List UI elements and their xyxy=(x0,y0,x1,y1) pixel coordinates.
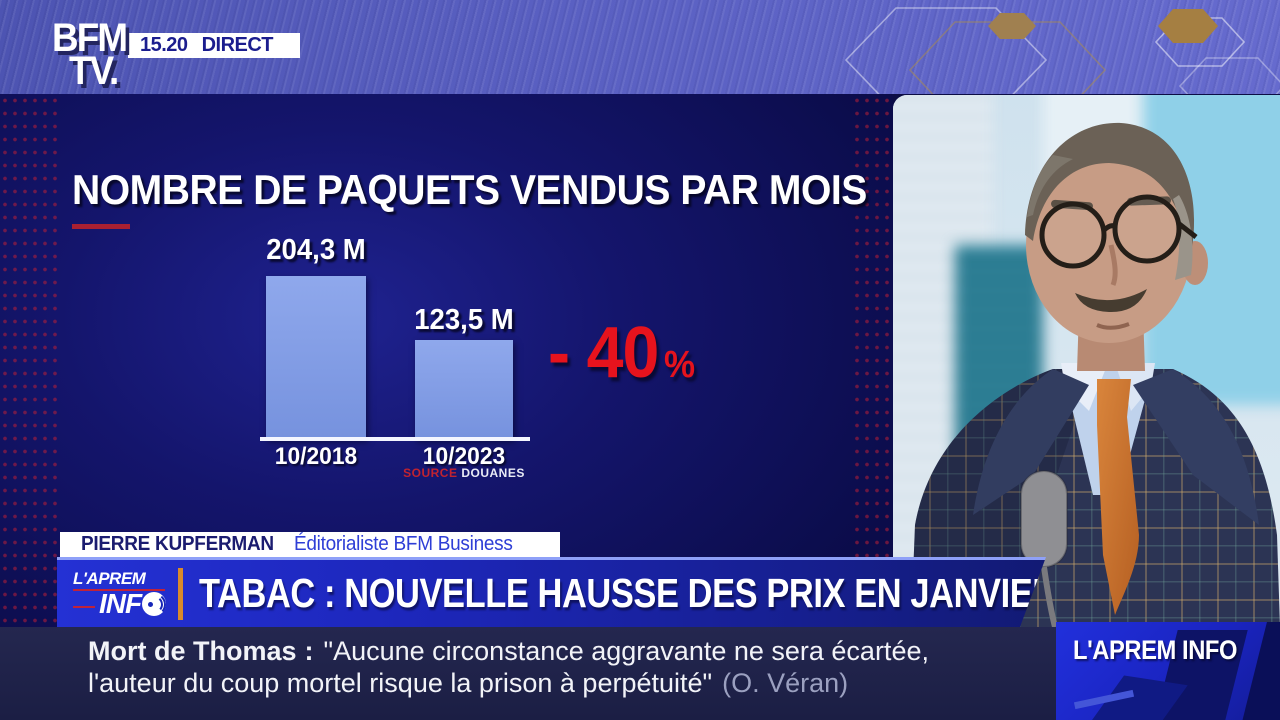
top-band: BFM TV. 15.20 DIRECT xyxy=(0,0,1280,94)
source-value: DOUANES xyxy=(461,466,525,480)
guest-pierre-kupferman xyxy=(911,122,1280,627)
headline-text: TABAC : NOUVELLE HAUSSE DES PRIX EN JANV… xyxy=(199,570,1057,616)
show-name: L'APREM INFO xyxy=(1073,635,1238,665)
ticker-separator: : xyxy=(304,636,314,666)
bfm-tv-logo: BFM TV. xyxy=(52,16,133,93)
title-underline xyxy=(72,224,130,229)
percent-change-value: - 40 xyxy=(548,313,659,393)
speaker-caption: PIERRE KUPFERMAN Éditorialiste BFM Busin… xyxy=(60,532,560,557)
time-live-box: 15.20 DIRECT xyxy=(128,33,300,58)
category-label-2023: 10/2023 xyxy=(422,443,506,470)
show-badge-line2: INF xyxy=(99,588,166,620)
bar-chart xyxy=(262,276,532,439)
orange-divider xyxy=(178,568,183,620)
speaker-name: PIERRE KUPFERMAN xyxy=(81,533,274,555)
chart-source: SOURCE DOUANES xyxy=(379,466,549,480)
ticker-topic: Mort de Thomas xyxy=(88,636,297,666)
tv-logo-text: TV. xyxy=(69,48,119,93)
clock-time: 15.20 xyxy=(140,34,188,56)
badge-red-dash xyxy=(73,606,95,608)
dot-pattern-right xyxy=(852,94,893,627)
percent-change-annotation: - 40% xyxy=(548,312,695,394)
bar-2023 xyxy=(415,340,513,439)
sound-wave-o-icon xyxy=(142,592,166,616)
live-label: DIRECT xyxy=(201,34,274,56)
percent-sign: % xyxy=(663,344,695,386)
ticker-attribution: (O. Véran) xyxy=(722,668,849,698)
hexagon-decoration xyxy=(844,7,1280,94)
ticker-line-1: Mort de Thomas: "Aucune circonstance aggr… xyxy=(88,636,929,667)
show-badge-line1: L'APREM xyxy=(73,569,146,588)
dot-pattern-left xyxy=(0,94,57,627)
badge-red-underline xyxy=(73,589,165,591)
headline-banner: L'APREM INF TABAC : NOUVELLE HAUSSE DES … xyxy=(57,557,1046,627)
ticker-quote-line1: "Aucune circonstance aggravante ne sera … xyxy=(323,636,929,666)
studio-video-feed xyxy=(893,95,1280,627)
speaker-role: Éditorialiste BFM Business xyxy=(294,533,513,555)
show-badge: L'APREM INF xyxy=(57,560,178,627)
chart-baseline xyxy=(260,437,530,441)
category-label-2018: 10/2018 xyxy=(274,443,358,470)
bar-value-2023: 123,5 M xyxy=(414,304,514,336)
bfm-logo-text: BFM xyxy=(52,16,128,60)
ticker-quote-line2: l'auteur du coup mortel risque la prison… xyxy=(88,668,713,698)
bar-2018 xyxy=(266,276,366,439)
ticker-line-2: l'auteur du coup mortel risque la prison… xyxy=(88,668,848,699)
source-label: SOURCE xyxy=(403,466,458,480)
chart-title: NOMBRE DE PAQUETS VENDUS PAR MOIS xyxy=(72,166,867,213)
bar-value-2018: 204,3 M xyxy=(266,234,366,266)
show-logo-box: L'APREM INFO xyxy=(1056,622,1280,720)
